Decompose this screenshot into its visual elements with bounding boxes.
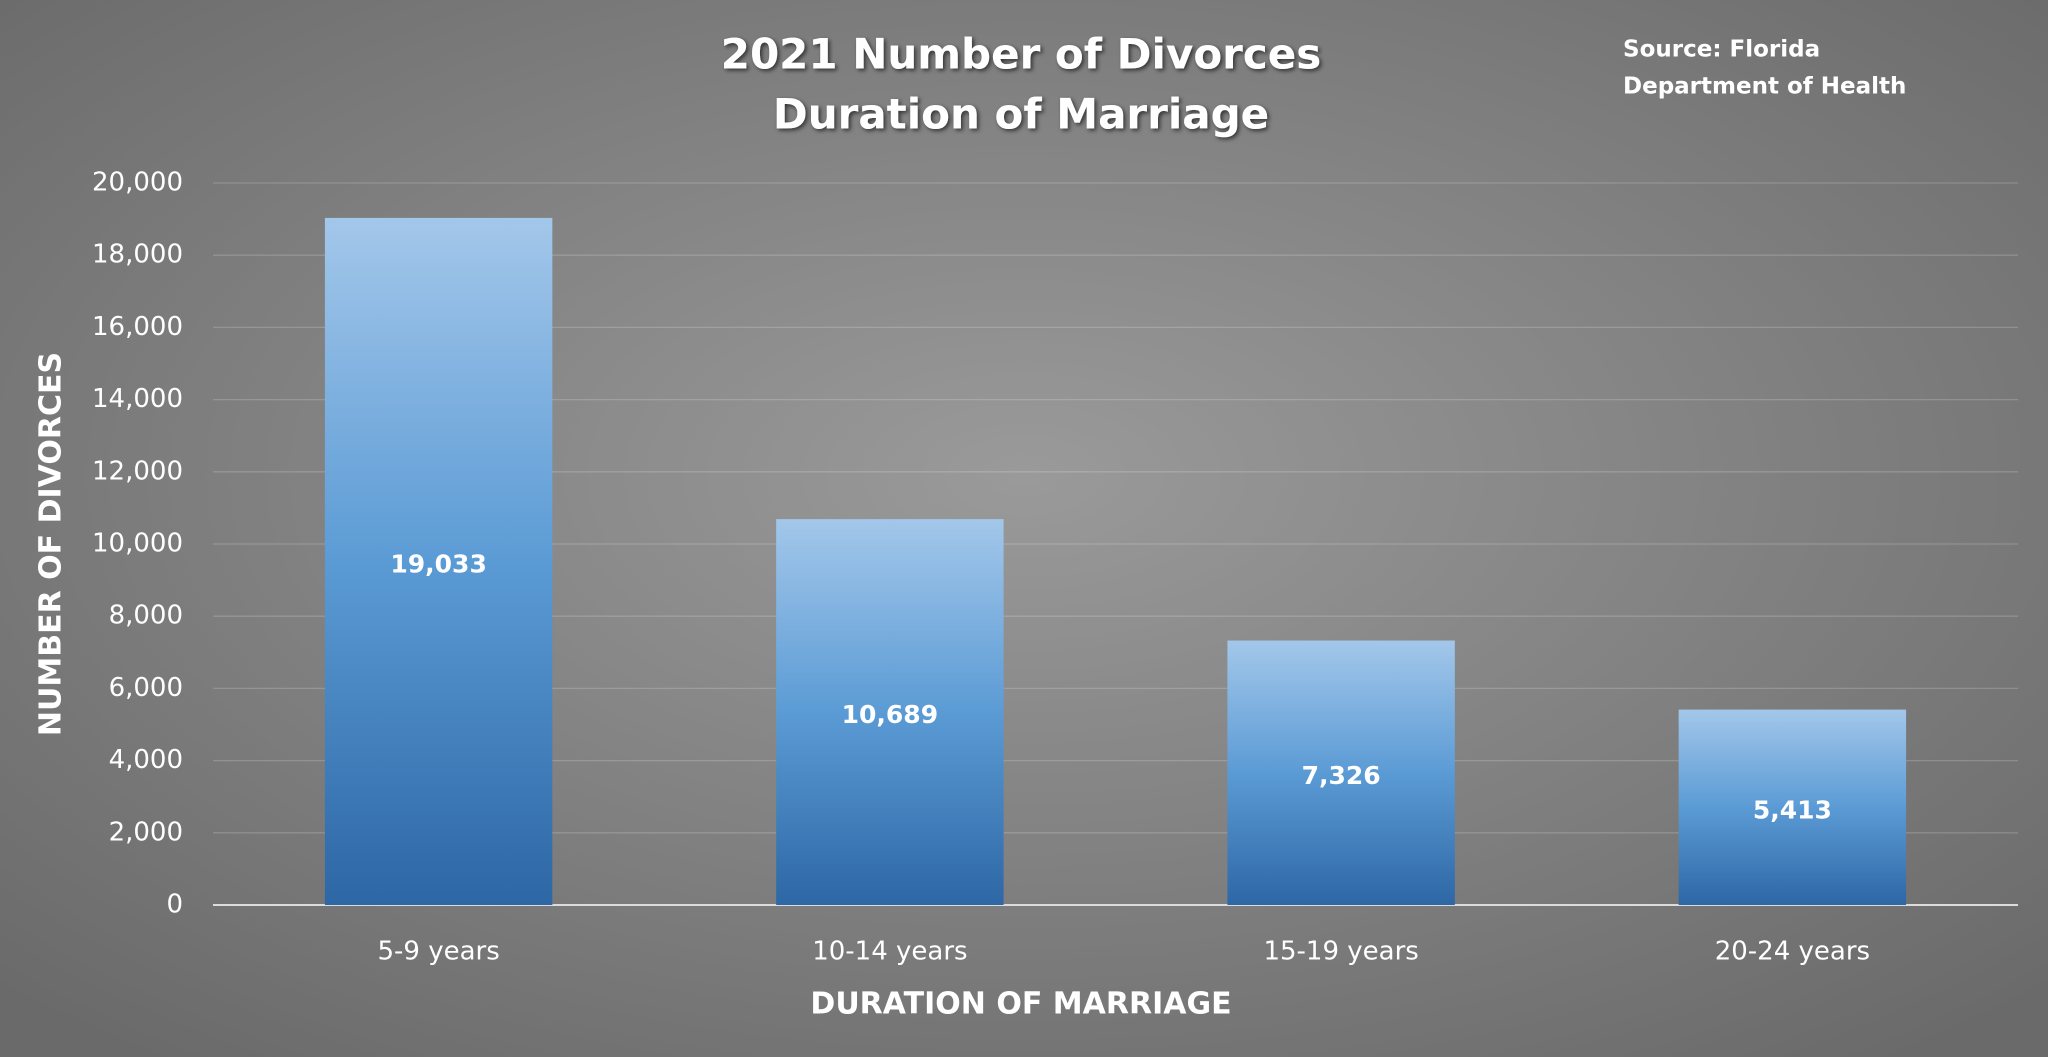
- y-tick-label: 0: [166, 890, 183, 920]
- source-note: Source: Florida: [1623, 37, 1820, 63]
- y-tick-label: 8,000: [109, 601, 183, 631]
- bar: [1227, 640, 1455, 905]
- bar: [776, 519, 1004, 905]
- bar: [1678, 709, 1907, 905]
- x-tick-label: 10-14 years: [812, 937, 967, 967]
- source-note: Department of Health: [1623, 74, 1906, 100]
- y-tick-label: 6,000: [109, 673, 183, 703]
- x-axis-title: DURATION OF MARRIAGE: [810, 987, 1231, 1022]
- y-tick-label: 2,000: [109, 817, 183, 847]
- x-tick-label: 15-19 years: [1263, 937, 1418, 967]
- y-tick-label: 20,000: [92, 168, 183, 198]
- x-tick-label: 5-9 years: [377, 937, 499, 967]
- data-label: 5,413: [1753, 795, 1832, 824]
- y-tick-label: 12,000: [92, 456, 183, 486]
- data-label: 7,326: [1302, 761, 1381, 790]
- chart-title: 2021 Number of Divorces: [721, 30, 1322, 79]
- data-label: 19,033: [390, 549, 486, 578]
- data-label: 10,689: [842, 700, 938, 729]
- y-tick-label: 18,000: [92, 240, 183, 270]
- y-tick-label: 10,000: [92, 529, 183, 559]
- y-tick-label: 16,000: [92, 312, 183, 342]
- chart-title: Duration of Marriage: [773, 90, 1269, 139]
- y-axis-title: NUMBER OF DIVORCES: [34, 352, 69, 736]
- y-tick-label: 14,000: [92, 384, 183, 414]
- bar: [324, 217, 553, 906]
- y-tick-label: 4,000: [109, 745, 183, 775]
- x-tick-label: 20-24 years: [1715, 937, 1870, 967]
